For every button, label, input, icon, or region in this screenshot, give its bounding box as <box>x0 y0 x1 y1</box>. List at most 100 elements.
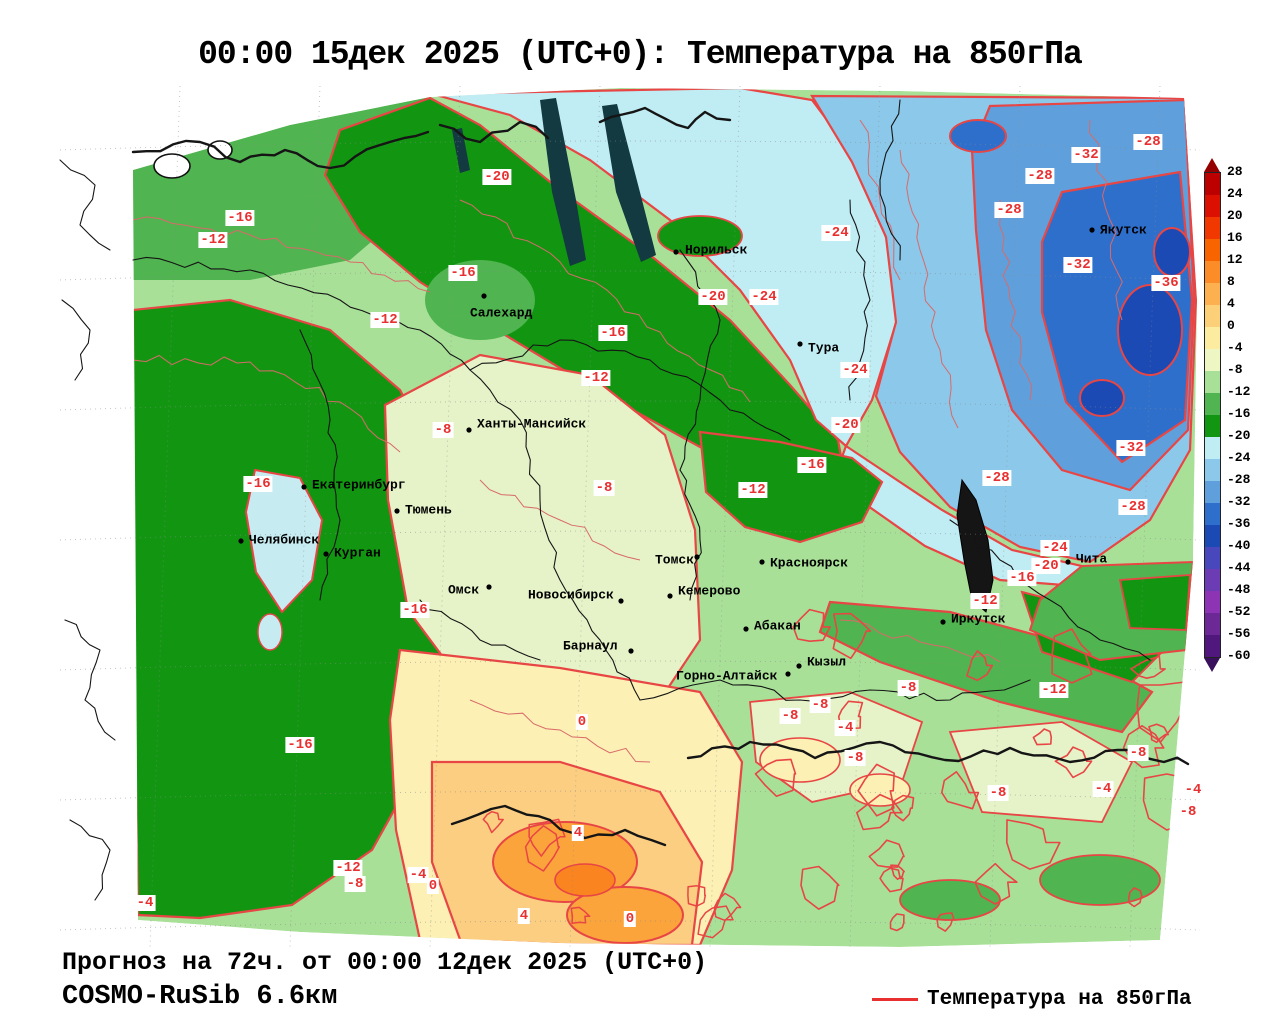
terrain-contour-blob <box>687 885 707 907</box>
colorbar-cell <box>1205 173 1220 195</box>
region-deep-blue-spot <box>949 119 1007 153</box>
city-dot <box>785 671 791 677</box>
border-line <box>519 419 641 701</box>
colorbar-cell <box>1205 635 1220 657</box>
colorbar-cell <box>1205 261 1220 283</box>
border-line <box>598 106 732 130</box>
arctic-island-1 <box>153 153 191 179</box>
map-title: 00:00 15дек 2025 (UTC+0): Температура на… <box>198 36 1083 73</box>
map-legend: Температура на 850гПа <box>872 988 1192 1011</box>
colorbar-cell <box>1205 569 1220 591</box>
gulf-small <box>452 128 470 173</box>
city-dot <box>323 551 329 557</box>
arctic-island-2 <box>207 140 233 160</box>
region-med-green-se-band <box>818 600 1154 734</box>
city-dot <box>667 593 673 599</box>
graticule-line <box>59 790 1201 801</box>
colorbar-tick: -12 <box>1227 384 1251 399</box>
colorbar-arrow-bottom <box>1204 658 1220 672</box>
colorbar-tick: -60 <box>1227 648 1251 663</box>
colorbar-tick: 4 <box>1227 296 1235 311</box>
minor-isotherm <box>469 699 651 763</box>
border-line <box>679 249 721 601</box>
colorbar-tick: 16 <box>1227 230 1243 245</box>
region-med-green-br-2 <box>899 879 1001 921</box>
city-dot <box>394 508 400 514</box>
terrain-contour-blob <box>528 818 566 857</box>
colorbar-cell <box>1205 503 1220 525</box>
colorbar-tick: -36 <box>1227 516 1251 531</box>
minor-isotherm <box>859 119 901 281</box>
border-line <box>61 299 91 381</box>
minor-isotherm <box>899 149 959 429</box>
terrain-contour-blob <box>889 913 905 932</box>
colorbar-cell <box>1205 547 1220 569</box>
colorbar-arrow-top <box>1204 158 1220 172</box>
city-dot <box>694 554 700 560</box>
colorbar-cells <box>1204 172 1221 658</box>
city-dot <box>466 427 472 433</box>
terrain-contour-blob <box>697 905 734 939</box>
city-dot <box>481 293 487 299</box>
city-dot <box>940 619 946 625</box>
terrain-contour-blob <box>890 864 905 880</box>
terrain-contour-blob <box>570 906 591 924</box>
colorbar-tick-labels: 28 24 20 16 12 8 4 0 -4 -8 -12 -16 -20 -24 -28 -32 -36 -4… <box>1227 158 1277 678</box>
city-dot <box>618 598 624 604</box>
graticule-grid <box>59 85 1201 949</box>
city-dot <box>628 648 634 654</box>
model-info-line: COSMO-RuSib 6.6км <box>62 982 338 1012</box>
colorbar-cell <box>1205 305 1220 327</box>
colorbar-tick: -28 <box>1227 472 1251 487</box>
colorbar-tick: -16 <box>1227 406 1251 421</box>
border-line <box>69 819 111 901</box>
terrain-contour-blob <box>792 608 831 642</box>
colorbar-cell <box>1205 459 1220 481</box>
graticule-line <box>429 85 461 949</box>
terrain-contour-blob <box>524 825 561 872</box>
colorbar: 28 24 20 16 12 8 4 0 -4 -8 -12 -16 -20 -24 -28 -32 -36 -4… <box>1204 158 1280 678</box>
region-dark-green-east-band <box>698 430 884 544</box>
colorbar-tick: -56 <box>1227 626 1251 641</box>
minor-isotherm <box>999 199 1033 401</box>
city-dot <box>797 341 803 347</box>
colorbar-cell <box>1205 437 1220 459</box>
colorbar-cell <box>1205 371 1220 393</box>
border-line <box>438 120 550 144</box>
city-markers <box>238 227 1095 677</box>
border-line <box>131 130 430 170</box>
city-dot <box>1065 559 1071 565</box>
colorbar-tick: 0 <box>1227 318 1235 333</box>
graticule-line <box>989 85 1021 949</box>
colorbar-tick: -40 <box>1227 538 1251 553</box>
border-line <box>949 519 1151 661</box>
city-dot <box>301 484 307 490</box>
city-dot <box>1089 227 1095 233</box>
legend-contour-line-sample <box>872 998 918 1001</box>
terrain-contour-blob <box>482 810 504 834</box>
city-dot <box>743 626 749 632</box>
region-dark-green-chita <box>1118 574 1191 631</box>
border-line <box>450 804 667 847</box>
terrain-contour-blob <box>1127 887 1143 908</box>
border-line <box>59 159 111 251</box>
graticule-line <box>59 270 1201 281</box>
colorbar-cell <box>1205 591 1220 613</box>
colorbar-cell <box>1205 481 1220 503</box>
terrain-contour-blob <box>941 771 980 810</box>
terrain-contour-blob <box>1130 655 1166 679</box>
colorbar-tick: -52 <box>1227 604 1251 619</box>
colorbar-cell <box>1205 217 1220 239</box>
graticule-line <box>59 400 1201 411</box>
colorbar-cell <box>1205 327 1220 349</box>
colorbar-cell <box>1205 613 1220 635</box>
terrain-contour-blob <box>966 650 994 682</box>
region-cream-se-1 <box>759 737 841 783</box>
border-line <box>639 679 1031 702</box>
terrain-contour-blob <box>832 612 872 660</box>
minor-isotherm <box>459 199 751 403</box>
minor-isotherm <box>133 216 431 293</box>
region-pale-green-center <box>383 353 702 707</box>
colorbar-tick: -8 <box>1227 362 1243 377</box>
